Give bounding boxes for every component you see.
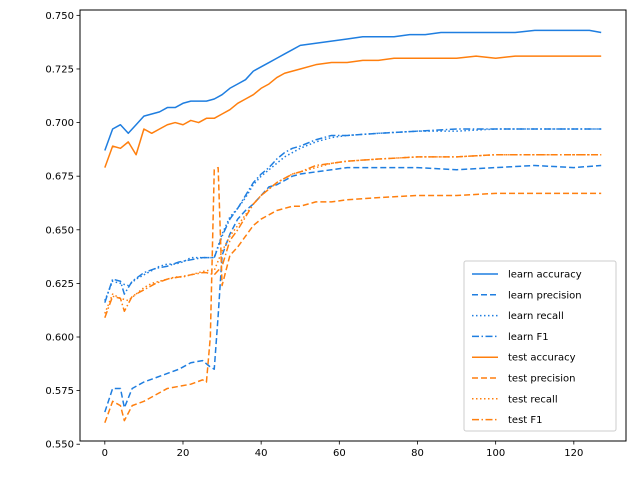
x-tick-label: 60 [333,448,346,459]
series-line-learn-precision [104,164,602,413]
y-tick-label: 0.700 [45,118,74,129]
legend-entry: learn precision [508,290,582,301]
series-line-test-accuracy [104,55,602,168]
legend-entry: test precision [508,374,576,385]
x-tick-label: 40 [255,448,268,459]
x-tick-label: 120 [564,448,583,459]
legend-entry: learn recall [508,311,564,322]
x-tick-label: 80 [411,448,424,459]
legend: learn accuracy learn precision learn recal… [463,260,617,432]
plot-frame [79,9,627,442]
y-tick-label: 0.550 [45,440,74,451]
legend-entry: test F1 [508,415,543,426]
series-line-learn-accuracy [104,29,602,151]
y-tick-label: 0.650 [45,225,74,236]
y-tick-label: 0.750 [45,11,74,22]
y-tick-label: 0.625 [45,279,74,290]
legend-entry: test accuracy [508,353,576,364]
y-axis: 0.550 0.575 0.600 0.625 0.650 0.675 0.700 0.725… [45,11,80,451]
x-tick-label: 0 [102,448,108,459]
series-line-learn-f1 [104,128,602,303]
series-layer [104,29,602,424]
y-tick-label: 0.600 [45,333,74,344]
legend-entry: test recall [508,394,558,405]
y-tick-label: 0.575 [45,386,74,397]
series-line-test-precision [104,166,602,424]
x-axis: 0 20 40 60 80 100 120 [102,441,583,459]
y-tick-label: 0.675 [45,172,74,183]
x-tick-label: 100 [486,448,505,459]
legend-box [463,260,617,432]
legend-entry: learn accuracy [508,270,582,281]
legend-entry: learn F1 [508,332,549,343]
x-tick-label: 20 [177,448,190,459]
y-tick-label: 0.725 [45,64,74,75]
series-line-test-f1 [104,153,602,318]
